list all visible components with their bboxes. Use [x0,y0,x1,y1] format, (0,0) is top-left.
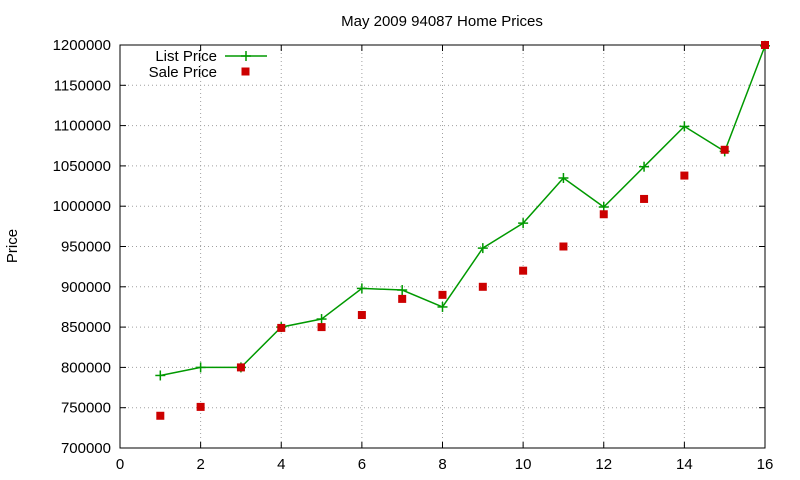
list-price-point [679,121,690,132]
sale-price-point [680,171,689,180]
series [155,40,770,420]
y-tick-label: 800000 [61,359,111,376]
list-price-point [639,161,650,172]
x-tick-label: 4 [277,456,285,473]
sale-price-point [438,290,447,299]
x-tick-label: 14 [676,456,693,473]
legend: List Price Sale Price [149,48,267,81]
y-tick-label: 700000 [61,440,111,457]
sale-price-point [640,194,649,203]
sale-price-point [317,323,326,332]
list-price-point [195,362,206,373]
list-price-line [160,45,766,377]
list-price-point [356,283,367,294]
list-price-point [477,243,488,254]
legend-marker-list-price [241,51,251,61]
grid [120,45,765,448]
sale-price-point [599,210,608,219]
sale-price-point [761,41,769,49]
sale-price-point [196,402,205,411]
y-tick-label: 1200000 [53,37,111,54]
y-tick-label: 850000 [61,319,111,336]
list-price-point [558,172,569,183]
sale-price-point [357,311,366,320]
x-tick-label: 8 [438,456,446,473]
list-price-point [316,314,327,325]
x-tick-label: 0 [116,456,124,473]
legend-label-list-price: List Price [155,48,217,65]
sale-price-point [519,266,528,275]
x-tick-label: 6 [358,456,366,473]
x-tick-label: 10 [515,456,532,473]
y-tick-label: 1000000 [53,198,111,215]
y-tick-label: 750000 [61,400,111,417]
sale-price-point [720,145,729,154]
list-price-point [437,301,448,312]
y-tick-label: 1050000 [53,158,111,175]
y-axis-label: Price [4,229,21,263]
y-tick-label: 1150000 [54,77,111,94]
legend-label-sale-price: Sale Price [149,64,217,81]
list-price-point [155,370,166,381]
list-price-point [518,218,529,229]
chart-title: May 2009 94087 Home Prices [341,13,543,30]
x-tick-label: 2 [196,456,204,473]
sale-price-point [478,282,487,291]
sale-price-point [156,411,165,420]
sale-price-point [559,242,568,251]
y-tick-label: 1100000 [54,118,111,135]
y-tick-label: 950000 [61,239,111,256]
sale-price-point [398,294,407,303]
sale-price-point [277,323,286,332]
x-tick-label: 12 [595,456,612,473]
legend-marker-sale-price [241,67,250,76]
x-tick-label: 16 [757,456,774,473]
list-price-point [397,285,408,296]
axis-ticks: 0 2 4 6 8 10 12 14 16 700000 750000 800000 850000 900… [53,37,774,473]
y-tick-label: 900000 [61,279,111,296]
sale-price-point [236,363,245,372]
